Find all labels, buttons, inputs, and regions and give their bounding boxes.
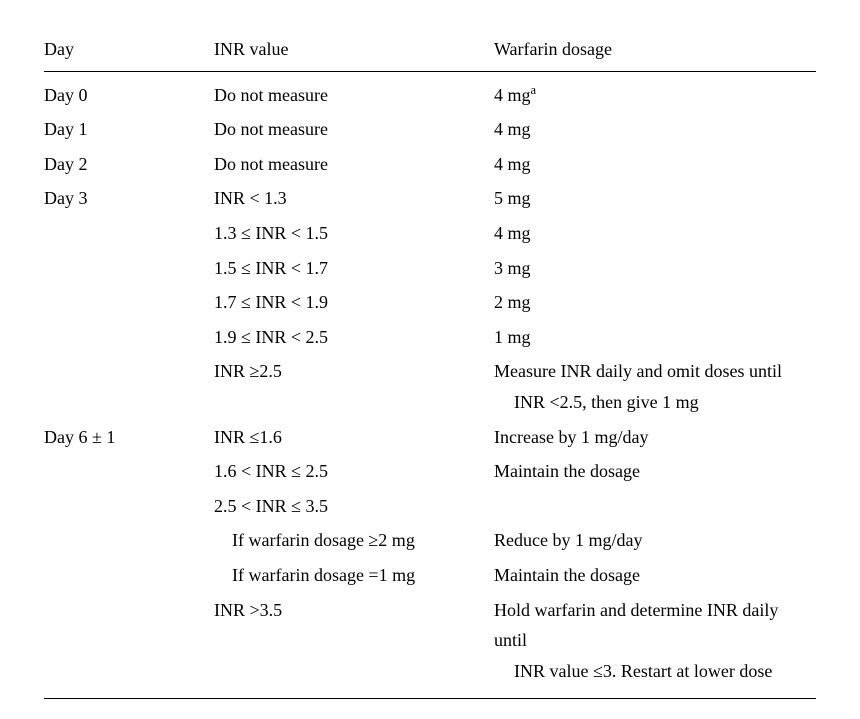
table-row: 2.5 < INR ≤ 3.5 xyxy=(44,489,816,524)
cell-dose: 2 mg xyxy=(494,285,816,320)
cell-day xyxy=(44,593,214,697)
cell-inr: INR < 1.3 xyxy=(214,181,494,216)
cell-day xyxy=(44,523,214,558)
table-row: Day 2Do not measure4 mg xyxy=(44,147,816,182)
cell-day xyxy=(44,354,214,419)
header-inr: INR value xyxy=(214,30,494,71)
cell-inr: 1.9 ≤ INR < 2.5 xyxy=(214,320,494,355)
table-row: INR ≥2.5Measure INR daily and omit doses… xyxy=(44,354,816,419)
cell-inr: If warfarin dosage ≥2 mg xyxy=(214,523,494,558)
cell-inr: INR ≥2.5 xyxy=(214,354,494,419)
table-header-row: Day INR value Warfarin dosage xyxy=(44,30,816,71)
cell-day: Day 0 xyxy=(44,71,214,112)
cell-dose: 4 mg xyxy=(494,147,816,182)
header-day: Day xyxy=(44,30,214,71)
table-row: 1.9 ≤ INR < 2.51 mg xyxy=(44,320,816,355)
table-row: If warfarin dosage ≥2 mgReduce by 1 mg/d… xyxy=(44,523,816,558)
cell-inr: 1.5 ≤ INR < 1.7 xyxy=(214,251,494,286)
cell-inr: If warfarin dosage =1 mg xyxy=(214,558,494,593)
cell-inr: 2.5 < INR ≤ 3.5 xyxy=(214,489,494,524)
cell-dose: 4 mg xyxy=(494,216,816,251)
cell-day: Day 2 xyxy=(44,147,214,182)
cell-inr: 1.3 ≤ INR < 1.5 xyxy=(214,216,494,251)
cell-dose: Hold warfarin and determine INR daily un… xyxy=(494,593,816,697)
cell-inr: Do not measure xyxy=(214,147,494,182)
cell-dose: Measure INR daily and omit doses untilIN… xyxy=(494,354,816,419)
cell-dose: Maintain the dosage xyxy=(494,454,816,489)
table-row: Day 0Do not measure4 mga xyxy=(44,71,816,112)
table-row: INR >3.5Hold warfarin and determine INR … xyxy=(44,593,816,697)
cell-day xyxy=(44,251,214,286)
cell-inr: Do not measure xyxy=(214,71,494,112)
cell-dose: Maintain the dosage xyxy=(494,558,816,593)
cell-inr: INR ≤1.6 xyxy=(214,420,494,455)
cell-dose: Increase by 1 mg/day xyxy=(494,420,816,455)
cell-day xyxy=(44,558,214,593)
cell-day: Day 3 xyxy=(44,181,214,216)
cell-day xyxy=(44,320,214,355)
cell-inr: 1.6 < INR ≤ 2.5 xyxy=(214,454,494,489)
table-row: Day 1Do not measure4 mg xyxy=(44,112,816,147)
cell-day xyxy=(44,285,214,320)
cell-dose: Reduce by 1 mg/day xyxy=(494,523,816,558)
bottom-rule xyxy=(44,698,816,699)
header-dose: Warfarin dosage xyxy=(494,30,816,71)
table-row: 1.6 < INR ≤ 2.5Maintain the dosage xyxy=(44,454,816,489)
cell-dose xyxy=(494,489,816,524)
table-row: Day 6 ± 1INR ≤1.6Increase by 1 mg/day xyxy=(44,420,816,455)
dosage-table: Day INR value Warfarin dosage Day 0Do no… xyxy=(44,30,816,696)
cell-day: Day 1 xyxy=(44,112,214,147)
cell-inr: 1.7 ≤ INR < 1.9 xyxy=(214,285,494,320)
cell-inr: INR >3.5 xyxy=(214,593,494,697)
cell-dose: 5 mg xyxy=(494,181,816,216)
table-row: If warfarin dosage =1 mgMaintain the dos… xyxy=(44,558,816,593)
cell-inr: Do not measure xyxy=(214,112,494,147)
table-row: Day 3INR < 1.35 mg xyxy=(44,181,816,216)
table-row: 1.3 ≤ INR < 1.54 mg xyxy=(44,216,816,251)
cell-day xyxy=(44,454,214,489)
cell-dose: 4 mg xyxy=(494,112,816,147)
cell-day xyxy=(44,489,214,524)
table-row: 1.7 ≤ INR < 1.92 mg xyxy=(44,285,816,320)
cell-dose: 3 mg xyxy=(494,251,816,286)
cell-day xyxy=(44,216,214,251)
cell-day: Day 6 ± 1 xyxy=(44,420,214,455)
table-row: 1.5 ≤ INR < 1.73 mg xyxy=(44,251,816,286)
cell-dose: 4 mga xyxy=(494,71,816,112)
cell-dose: 1 mg xyxy=(494,320,816,355)
